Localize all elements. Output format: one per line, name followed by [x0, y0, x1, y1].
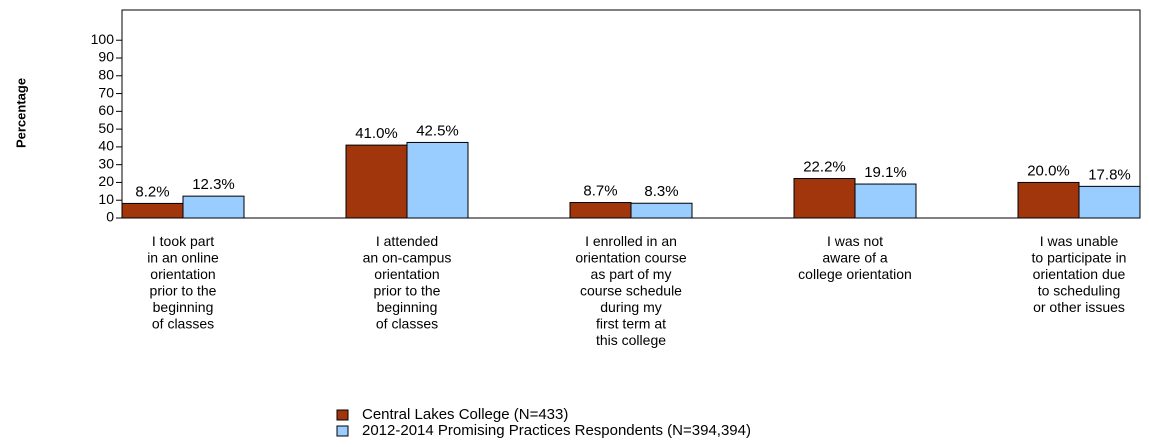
- bar: [630, 202, 693, 219]
- value-label: 22.2%: [803, 159, 846, 176]
- legend-swatch: [336, 425, 349, 437]
- y-tick-label: 20: [98, 173, 114, 189]
- legend-label: 2012-2014 Promising Practices Respondent…: [362, 422, 751, 439]
- y-tick-label: 40: [98, 138, 114, 154]
- y-axis-label: Percentage: [13, 78, 28, 148]
- value-label: 20.0%: [1027, 162, 1070, 179]
- y-tick-label: 60: [98, 102, 114, 118]
- y-tick-label: 30: [98, 155, 114, 171]
- plot-frame: [121, 9, 1141, 219]
- bar: [854, 183, 917, 219]
- value-label: 8.3%: [644, 183, 678, 200]
- y-tick-label: 100: [91, 31, 115, 47]
- y-tick-label: 70: [98, 84, 114, 100]
- y-tick-label: 0: [106, 209, 114, 225]
- bar: [793, 178, 856, 219]
- x-tick-label: I enrolled in an orientation course as par…: [575, 233, 687, 348]
- x-tick-label: I was not aware of a college orientation: [798, 233, 912, 282]
- bar: [569, 202, 632, 219]
- value-label: 8.7%: [583, 183, 617, 200]
- value-label: 8.2%: [135, 183, 169, 200]
- y-tick-label: 50: [98, 120, 114, 136]
- legend-label: Central Lakes College (N=433): [362, 406, 568, 423]
- value-label: 42.5%: [416, 122, 459, 139]
- bar: [1017, 181, 1080, 219]
- bar: [121, 202, 184, 219]
- value-label: 17.8%: [1088, 166, 1131, 183]
- value-label: 41.0%: [355, 125, 398, 142]
- y-tick-label: 10: [98, 191, 114, 207]
- legend-swatch: [336, 409, 349, 421]
- y-tick-label: 80: [98, 66, 114, 82]
- value-label: 19.1%: [864, 164, 907, 181]
- bar: [182, 195, 245, 219]
- x-tick-label: I attended an on-campus orientation prior t…: [363, 233, 452, 332]
- bar: [345, 144, 408, 219]
- bar: [1078, 185, 1141, 219]
- x-tick-label: I took part in an online orientation prior …: [147, 233, 219, 332]
- y-tick-label: 90: [98, 49, 114, 65]
- x-tick-label: I was unable to participate in orientation…: [1032, 233, 1127, 315]
- bar: [406, 141, 469, 219]
- value-label: 12.3%: [192, 176, 235, 193]
